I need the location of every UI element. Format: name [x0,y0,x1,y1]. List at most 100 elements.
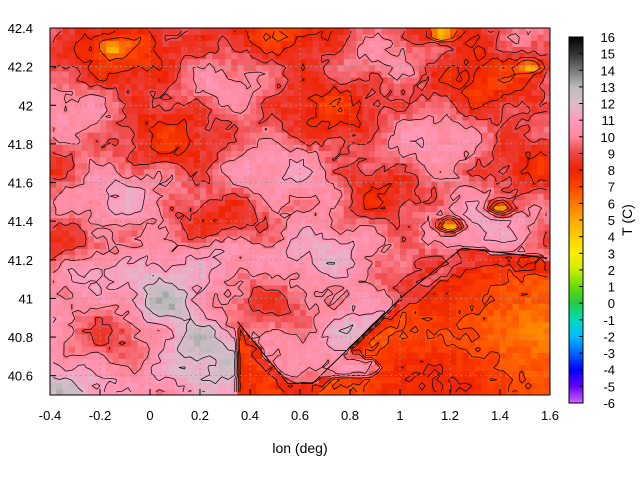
heat-cell [56,303,64,310]
heat-cell [81,358,89,366]
heat-cell [362,242,370,249]
heat-cell [231,107,239,115]
heat-cell [275,339,282,347]
heat-cell [350,76,357,84]
heat-cell [262,187,270,194]
heat-cell [93,58,101,66]
heat-cell [243,242,251,249]
heat-cell [243,272,251,280]
heat-cell [81,187,89,194]
heat-cell [62,193,70,200]
heat-cell [112,388,120,395]
heat-cell [112,266,120,274]
heat-cell [387,40,395,47]
heat-cell [450,180,457,188]
heat-cell [393,205,401,213]
heat-cell [131,180,139,188]
heat-cell [418,327,426,335]
heat-cell [243,64,251,72]
heat-cell [450,388,457,395]
heat-cell [375,199,382,206]
heat-cell [537,40,545,47]
heat-cell [543,248,550,255]
heat-cell [437,174,445,182]
heat-cell [306,211,314,219]
heat-cell [362,107,370,115]
heat-cell [243,131,251,139]
heat-cell [256,315,264,323]
heat-cell [500,83,507,90]
heat-cell [68,370,76,378]
heat-cell [393,223,401,231]
heat-cell [75,376,82,384]
heat-cell [225,193,232,200]
heat-cell [125,58,132,66]
heat-cell [387,162,395,170]
heat-cell [475,376,482,384]
heat-cell [343,28,351,35]
heat-cell [325,254,332,262]
heat-cell [150,28,157,35]
heat-cell [512,64,520,72]
heat-cell [250,315,257,323]
heat-cell [162,89,170,96]
heat-cell [181,89,189,96]
heat-cell [325,107,332,115]
heat-cell [387,34,395,41]
heat-cell [281,156,289,164]
heat-cell [93,352,101,359]
heat-cell [62,266,70,274]
heat-cell [300,327,307,335]
heat-cell [250,217,257,225]
heat-cell [300,358,307,366]
heat-cell [56,89,64,96]
heat-cell [287,388,295,395]
heat-cell [400,388,407,395]
heat-cell [250,272,257,280]
heat-cell [206,309,214,317]
heat-cell [262,64,270,72]
heat-cell [212,162,220,170]
heat-cell [393,144,401,151]
heat-cell [462,223,470,231]
heat-cell [256,291,264,298]
heat-cell [243,156,251,164]
heat-cell [543,89,550,96]
heat-cell [237,89,245,96]
heat-cell [131,138,139,145]
heat-cell [212,125,220,133]
heat-cell [462,83,470,90]
heat-cell [262,327,270,335]
colorbar-tick-label: 10 [601,130,615,145]
heat-cell [362,223,370,231]
heat-cell [450,370,457,378]
heat-cell [193,376,201,384]
heat-cell [250,260,257,268]
heat-cell [331,382,339,390]
heat-cell [443,95,451,102]
heat-cell [500,223,507,231]
heat-cell [100,28,107,35]
heat-cell [325,162,332,170]
heat-cell [356,125,364,133]
heat-cell [156,346,164,353]
heat-cell [281,339,289,347]
heat-cell [287,28,295,35]
heat-cell [118,364,126,372]
heat-cell [343,248,351,255]
heat-cell [62,382,70,390]
heat-cell [381,168,389,176]
heat-cell [137,83,145,90]
heat-cell [112,40,120,47]
heat-cell [331,40,339,47]
heat-cell [243,254,251,262]
heat-cell [143,303,151,310]
heat-cell [56,321,64,329]
heat-cell [237,28,245,35]
heat-cell [356,242,364,249]
heat-cell [237,125,245,133]
heat-cell [281,168,289,176]
heat-cell [106,83,114,90]
heat-cell [212,284,220,292]
heat-cell [193,260,201,268]
